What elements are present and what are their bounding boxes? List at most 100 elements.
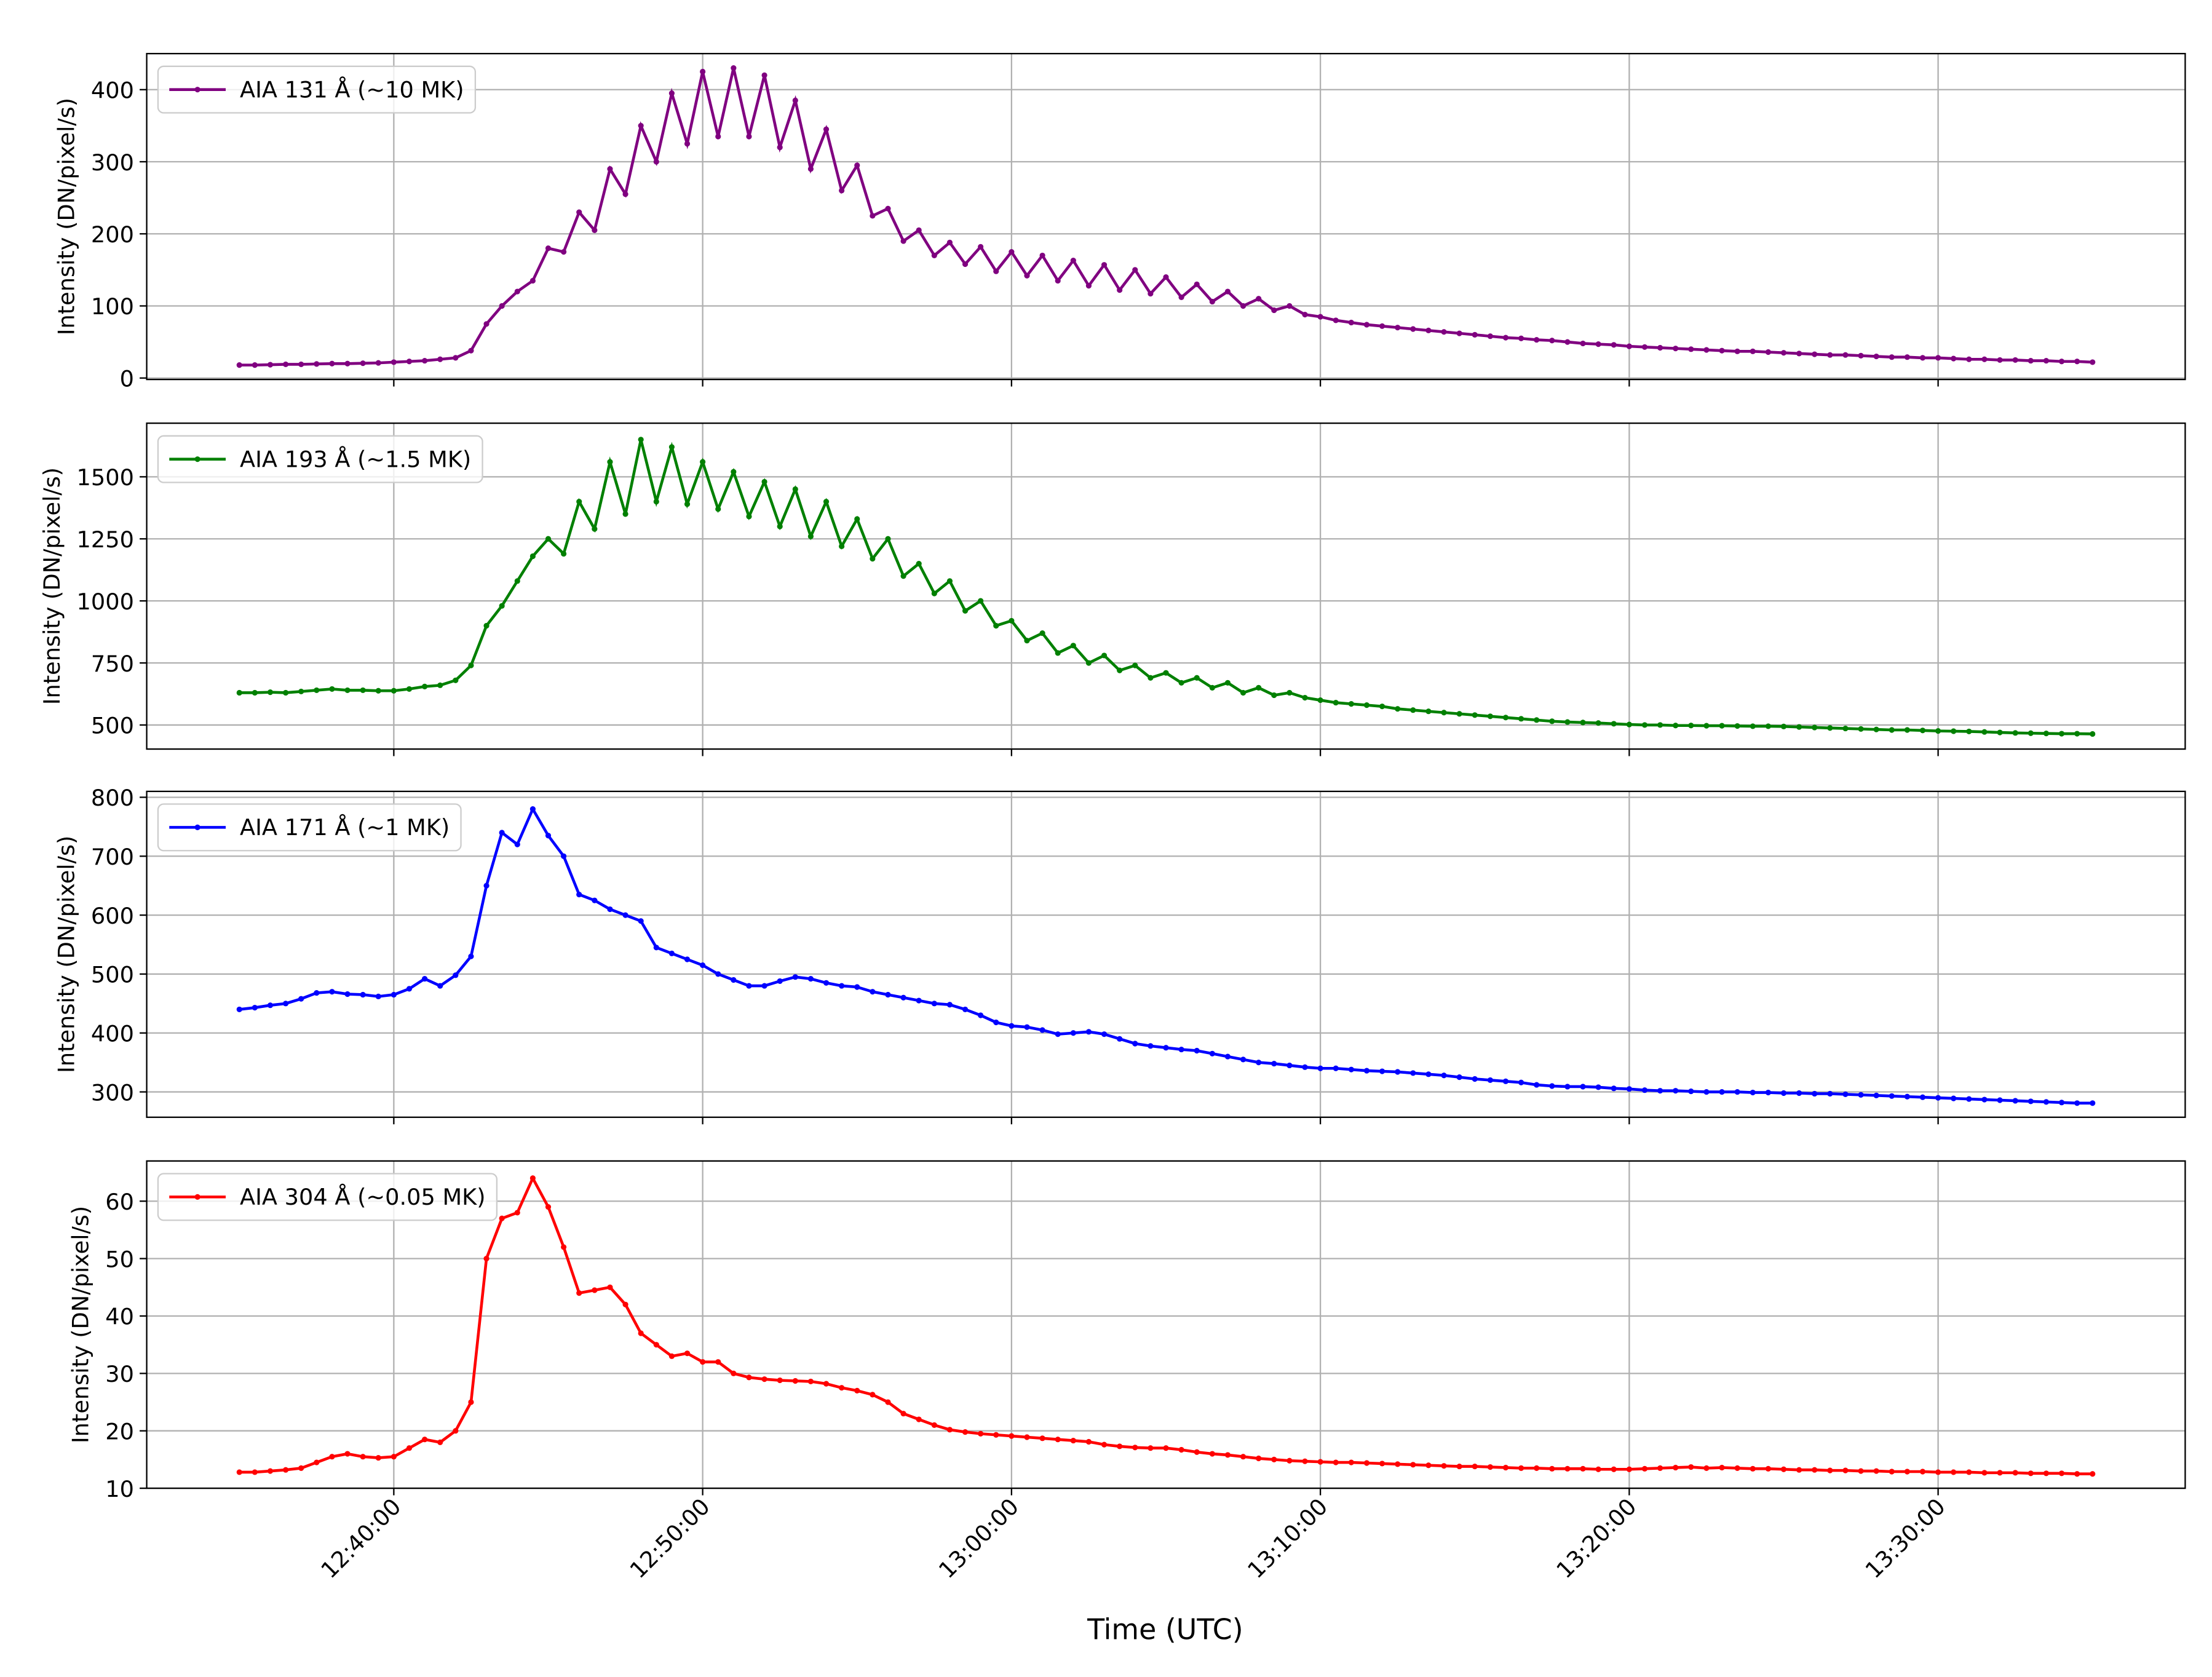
data-point <box>2012 1098 2018 1104</box>
data-point <box>1734 723 1740 729</box>
data-point <box>946 1427 953 1433</box>
legend-label: AIA 304 Å (~0.05 MK) <box>240 1183 486 1210</box>
data-point <box>823 1381 830 1387</box>
data-point <box>1673 723 1679 729</box>
data-point <box>931 252 937 259</box>
data-point <box>638 437 644 443</box>
data-point <box>1209 298 1215 305</box>
data-point <box>1812 1467 1818 1473</box>
data-point <box>993 622 999 629</box>
data-point <box>1796 1090 1802 1096</box>
data-point <box>390 1454 397 1460</box>
data-point <box>916 1416 922 1422</box>
data-point <box>731 977 737 983</box>
data-point <box>1240 689 1247 696</box>
data-point <box>2058 359 2065 365</box>
data-point <box>514 841 520 847</box>
data-point <box>1966 1096 1972 1102</box>
data-point <box>746 1374 752 1381</box>
data-point <box>1425 1071 1432 1077</box>
data-point <box>1502 1078 1509 1084</box>
data-point <box>576 891 582 898</box>
data-point <box>1919 1469 1926 1475</box>
data-point <box>1904 727 1910 733</box>
data-point <box>1302 311 1308 318</box>
data-point <box>1224 1452 1231 1458</box>
data-point <box>437 983 443 989</box>
y-tick-label: 1250 <box>77 526 134 553</box>
data-point <box>900 238 906 244</box>
data-point <box>592 227 598 233</box>
data-point <box>1780 723 1787 729</box>
data-point <box>1009 1433 1015 1439</box>
data-point <box>453 972 459 978</box>
data-point <box>390 359 397 365</box>
data-point <box>2028 730 2034 736</box>
y-tick-label: 50 <box>105 1246 134 1272</box>
data-point <box>1348 319 1354 326</box>
data-point <box>1997 357 2003 363</box>
y-tick-label: 20 <box>105 1418 134 1445</box>
data-point <box>1240 1454 1247 1460</box>
data-point <box>962 1429 969 1435</box>
data-point <box>344 1451 351 1457</box>
data-point <box>1673 346 1679 352</box>
data-point <box>931 1422 937 1428</box>
data-point <box>1070 258 1076 264</box>
data-point <box>1256 296 1262 302</box>
legend-label: AIA 171 Å (~1 MK) <box>240 814 450 841</box>
data-point <box>1348 1459 1354 1465</box>
data-point <box>1951 355 1957 362</box>
data-point <box>1178 680 1184 686</box>
data-point <box>1580 1084 1586 1090</box>
data-point <box>1148 1043 1154 1049</box>
data-point <box>684 141 691 147</box>
data-point <box>1333 317 1339 323</box>
data-point <box>592 897 598 903</box>
data-point <box>1858 1092 1864 1098</box>
y-tick-label: 400 <box>91 77 134 104</box>
data-point <box>638 1330 644 1336</box>
data-point <box>561 550 567 557</box>
data-point <box>823 980 830 986</box>
data-point <box>1549 718 1555 724</box>
data-point <box>406 359 413 365</box>
data-point <box>1518 716 1524 722</box>
data-point <box>1951 1469 1957 1475</box>
data-point <box>2043 357 2049 364</box>
data-point <box>2043 1470 2049 1477</box>
data-point <box>1889 354 1895 360</box>
data-point <box>1456 711 1462 717</box>
data-point <box>1889 1093 1895 1099</box>
data-point <box>314 361 320 367</box>
data-point <box>622 912 628 918</box>
data-point <box>1256 1060 1262 1066</box>
data-point <box>561 853 567 859</box>
data-point <box>1534 336 1540 343</box>
data-point <box>993 268 999 274</box>
data-point <box>1580 340 1586 347</box>
data-point <box>453 355 459 361</box>
data-point <box>746 983 752 989</box>
data-point <box>870 1392 876 1398</box>
data-point <box>453 1428 459 1434</box>
data-point <box>1286 303 1293 309</box>
y-tick-label: 1500 <box>77 464 134 491</box>
data-point <box>592 1287 598 1293</box>
data-point <box>314 990 320 996</box>
data-point <box>499 830 505 836</box>
data-point <box>1919 1094 1926 1100</box>
data-point <box>715 133 721 140</box>
data-point <box>2090 731 2096 737</box>
data-point <box>1132 1445 1138 1451</box>
series-line <box>239 68 2093 367</box>
data-point <box>731 469 737 475</box>
data-point <box>1379 1068 1385 1074</box>
data-point <box>1549 1465 1555 1472</box>
data-point <box>684 1350 691 1357</box>
data-point <box>252 362 258 368</box>
y-tick-label: 700 <box>91 844 134 870</box>
data-point <box>1812 1090 1818 1097</box>
data-point <box>283 689 289 696</box>
x-axis-label: Time (UTC) <box>1087 1613 1243 1646</box>
